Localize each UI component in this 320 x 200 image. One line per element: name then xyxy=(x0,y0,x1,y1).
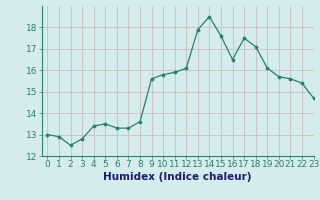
X-axis label: Humidex (Indice chaleur): Humidex (Indice chaleur) xyxy=(103,172,252,182)
